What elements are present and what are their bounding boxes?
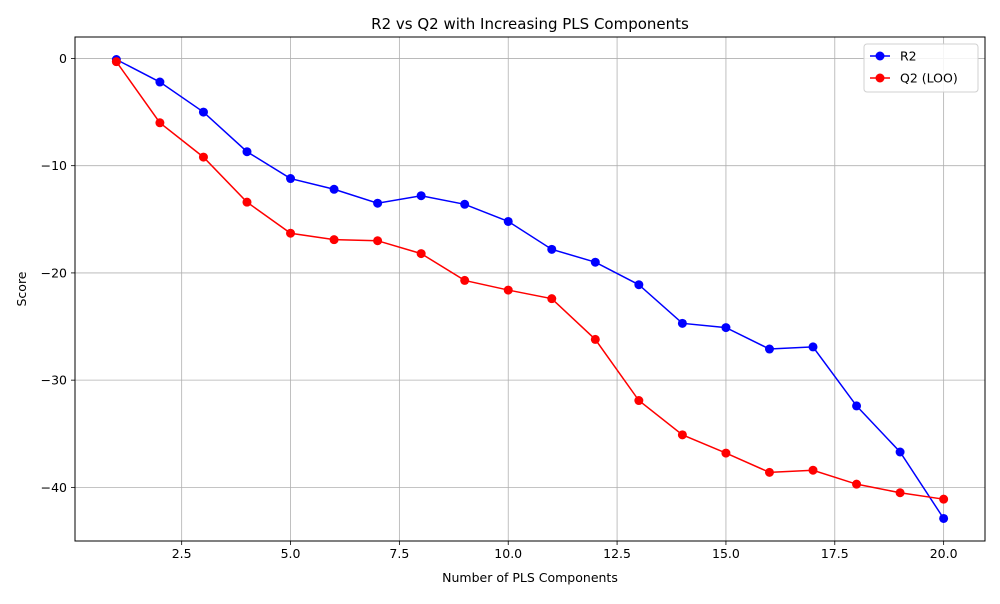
data-point-q2-loo (286, 228, 296, 238)
x-tick-label: 2.5 (172, 546, 192, 561)
data-point-q2-loo (808, 465, 818, 475)
data-point-r2 (677, 318, 687, 328)
y-tick-label: −40 (41, 480, 67, 495)
x-tick-label: 5.0 (281, 546, 301, 561)
data-point-r2 (764, 344, 774, 354)
y-tick-label: −20 (41, 265, 67, 280)
data-point-q2-loo (416, 249, 426, 259)
data-point-q2-loo (895, 488, 905, 498)
series-line-r2 (116, 58, 945, 519)
data-point-q2-loo (460, 275, 470, 285)
data-point-q2-loo (677, 430, 687, 440)
x-tick-label: 17.5 (821, 546, 849, 561)
data-point-r2 (590, 257, 600, 267)
data-point-r2 (416, 191, 426, 201)
y-tick-label: −10 (41, 158, 67, 173)
data-point-q2-loo (329, 235, 339, 245)
data-point-q2-loo (373, 236, 383, 246)
x-axis-label: Number of PLS Components (442, 570, 618, 585)
legend-label-r2: R2 (900, 49, 917, 64)
legend-marker-r2 (875, 51, 885, 61)
series-layer (111, 55, 949, 523)
data-point-r2 (808, 342, 818, 352)
series-line-q2-loo (115, 61, 944, 500)
legend: R2 Q2 (LOO) (863, 43, 979, 93)
data-point-r2 (547, 244, 557, 254)
data-point-r2 (460, 199, 470, 209)
tick-layer: 2.5 5.0 7.5 10.0 12.5 15.0 17.5 20.0 0 −10 −20 −30 −… (41, 51, 958, 561)
data-point-r2 (198, 107, 208, 117)
x-tick-label: 12.5 (603, 546, 631, 561)
data-point-r2 (503, 216, 513, 226)
data-point-q2-loo (111, 57, 121, 67)
data-point-q2-loo (198, 152, 208, 162)
legend-label-q2-loo: Q2 (LOO) (900, 71, 958, 86)
x-tick-label: 7.5 (389, 546, 409, 561)
data-point-q2-loo (634, 396, 644, 406)
grid-layer (75, 37, 985, 541)
data-point-r2 (286, 174, 296, 184)
data-point-q2-loo (242, 197, 252, 207)
y-tick-label: 0 (59, 51, 67, 66)
data-point-q2-loo (547, 294, 557, 304)
x-tick-label: 15.0 (712, 546, 740, 561)
legend-box (863, 43, 979, 93)
data-point-r2 (939, 513, 949, 523)
data-point-r2 (634, 280, 644, 290)
data-point-q2-loo (155, 118, 165, 128)
plot-frame (74, 36, 986, 542)
data-point-q2-loo (764, 467, 774, 477)
y-axis-label: Score (14, 271, 29, 306)
data-point-q2-loo (503, 285, 513, 295)
data-point-r2 (721, 323, 731, 333)
data-point-q2-loo (590, 334, 600, 344)
data-point-r2 (329, 184, 339, 194)
data-point-q2-loo (721, 448, 731, 458)
data-point-r2 (373, 198, 383, 208)
x-tick-label: 10.0 (494, 546, 522, 561)
data-point-r2 (895, 447, 905, 457)
x-tick-label: 20.0 (930, 546, 958, 561)
legend-marker-q2-loo (875, 73, 885, 83)
data-point-r2 (155, 77, 165, 87)
chart-title: R2 vs Q2 with Increasing PLS Components (371, 15, 689, 33)
y-tick-label: −30 (41, 373, 67, 388)
data-point-q2-loo (852, 479, 862, 489)
data-point-r2 (242, 147, 252, 157)
data-point-r2 (852, 401, 862, 411)
data-point-q2-loo (939, 494, 949, 504)
